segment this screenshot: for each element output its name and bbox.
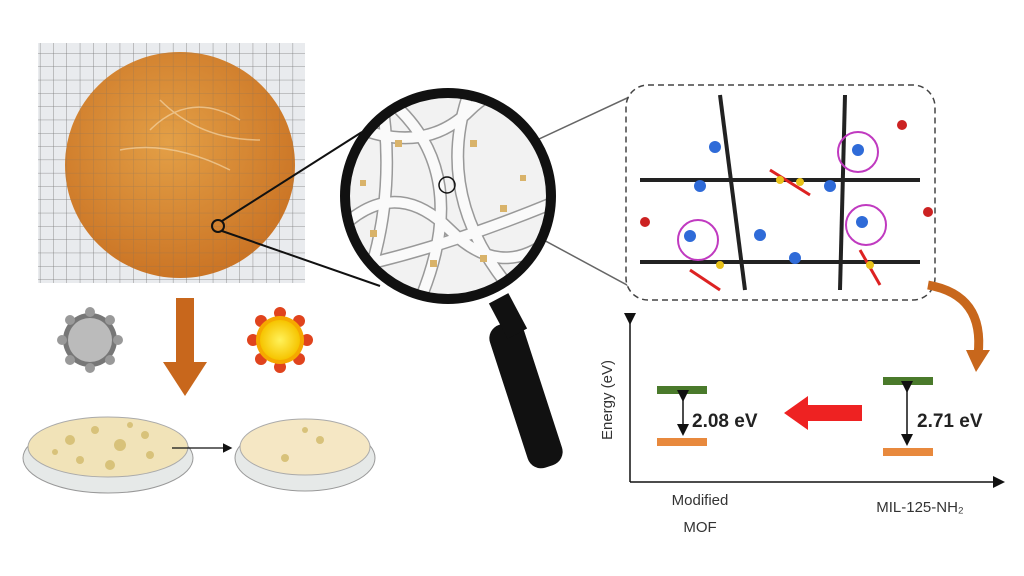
antibacterial-panel <box>22 298 376 494</box>
curved-arrow <box>927 280 984 356</box>
material-label: MOF <box>683 519 716 536</box>
energy-diagram: Energy (eV) 2.08 eV 2.71 eV Modified MOF… <box>599 313 1005 536</box>
homo-level <box>657 438 707 446</box>
lumo-level <box>657 386 707 394</box>
magnifier <box>340 88 563 469</box>
homo-level <box>883 448 933 456</box>
membrane-photo <box>38 43 305 283</box>
zoom-line <box>221 230 381 287</box>
gap-label: 2.08 eV <box>692 411 758 432</box>
curved-arrow-head <box>966 350 990 372</box>
gap-label: 2.71 eV <box>917 411 983 432</box>
axis-label: Energy (eV) <box>599 360 616 440</box>
lumo-level <box>883 377 933 385</box>
material-label: MIL-125-NH₂ <box>876 499 964 516</box>
shift-arrow <box>784 396 862 430</box>
material-label: Modified <box>672 492 729 509</box>
mof-structure <box>625 84 936 301</box>
zoom-line <box>221 131 363 222</box>
